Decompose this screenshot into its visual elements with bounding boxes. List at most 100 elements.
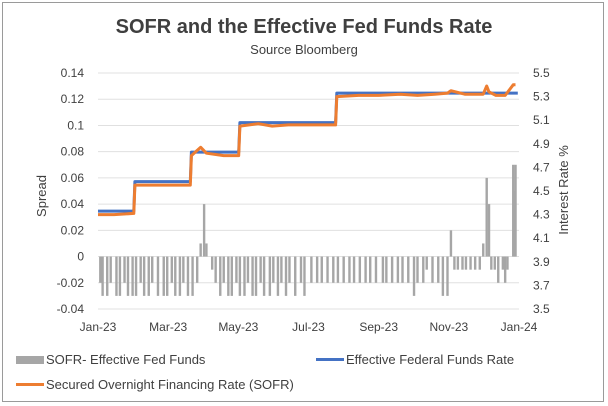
spread-bar: [156, 256, 160, 296]
spread-bar: [416, 256, 419, 283]
spread-bar: [126, 256, 130, 296]
spread-bar: [272, 256, 275, 283]
right-tick-label: 4.5: [533, 184, 550, 198]
spread-bar: [254, 256, 258, 296]
rate-lines: [98, 83, 518, 217]
right-axis-ticks: 3.5 3.7 3.9 4.1 4.3 4.5 4.7 4.9 5.1 5.3 5.5: [533, 66, 550, 316]
legend-spread: SOFR- Effective Fed Funds: [16, 352, 205, 367]
spread-bar: [396, 256, 400, 283]
spread-bar: [381, 256, 385, 283]
spread-bar: [422, 256, 425, 283]
spread-bar: [118, 256, 122, 296]
right-tick-label: 4.7: [533, 160, 550, 174]
right-tick-label: 3.5: [533, 302, 550, 316]
left-tick-label: 0: [77, 250, 84, 264]
spread-bar: [166, 256, 169, 296]
spread-bar: [280, 256, 283, 283]
spread-bar: [230, 256, 233, 296]
spread-bar: [369, 256, 372, 283]
spread-bar: [202, 204, 206, 257]
spread-bar: [332, 256, 335, 283]
spread-bar: [151, 256, 154, 283]
spread-bar: [195, 256, 199, 283]
legend-sofr: Secured Overnight Financing Rate (SOFR): [16, 377, 294, 392]
spread-bar: [503, 256, 507, 283]
spread-bar: [227, 256, 230, 296]
left-axis-label: Spread: [34, 175, 49, 217]
right-tick-label: 5.1: [533, 113, 550, 127]
spread-bar: [99, 256, 102, 283]
right-tick-label: 3.9: [533, 255, 550, 269]
spread-bar: [407, 256, 410, 283]
spread-bar: [294, 256, 297, 296]
spread-bar: [493, 256, 496, 270]
left-tick-label: 0.08: [61, 145, 85, 159]
spread-bar: [514, 164, 517, 257]
spread-bar: [364, 256, 367, 283]
spread-bar: [186, 256, 190, 296]
spread-bar: [191, 256, 194, 296]
spread-bar: [199, 243, 202, 257]
spread-bar: [449, 230, 453, 257]
spread-bar: [310, 256, 313, 283]
spread-bar: [174, 256, 177, 296]
spread-bar: [106, 256, 109, 296]
spread-bar: [109, 256, 112, 283]
legend-effr-swatch: [316, 358, 344, 361]
spread-bar: [374, 256, 378, 283]
spread-bar: [299, 256, 303, 283]
spread-bar: [469, 256, 472, 270]
spread-bar: [390, 256, 394, 283]
legend-effr: Effective Federal Funds Rate: [316, 352, 514, 367]
spread-bar: [262, 256, 266, 296]
spread-bar: [115, 256, 118, 296]
x-tick-label: Sep-23: [359, 320, 398, 334]
spread-bar: [473, 256, 477, 270]
spread-bar: [320, 256, 323, 283]
spread-bar: [482, 243, 485, 257]
spread-bar: [401, 256, 404, 283]
spread-bar: [456, 256, 460, 270]
spread-bar: [235, 256, 238, 283]
spread-bars: [99, 164, 517, 296]
legend-sofr-swatch: [16, 383, 44, 386]
gridlines: [98, 72, 519, 310]
spread-bar: [162, 256, 165, 296]
spread-bar: [210, 256, 214, 270]
spread-bar: [315, 256, 319, 283]
spread-bar: [490, 256, 493, 270]
spread-bar: [425, 256, 428, 270]
left-tick-label: 0.14: [61, 66, 85, 80]
spread-bar: [205, 243, 208, 257]
spread-bar: [142, 256, 146, 296]
x-tick-label: Jan-23: [80, 320, 117, 334]
spread-bar: [182, 256, 185, 283]
x-tick-label: Jul-23: [292, 320, 325, 334]
chart-title: SOFR and the Effective Fed Funds Rate: [115, 16, 493, 38]
left-tick-label: 0.12: [61, 92, 85, 106]
legend-spread-swatch: [16, 355, 44, 364]
spread-bar: [385, 256, 388, 283]
spread-bar: [358, 256, 362, 283]
spread-bar: [259, 256, 262, 283]
spread-bar: [246, 256, 250, 283]
spread-bar: [461, 256, 464, 270]
spread-bar: [147, 256, 150, 296]
spread-bar: [441, 256, 445, 296]
x-tick-label: Mar-23: [149, 320, 187, 334]
spread-bar: [139, 256, 142, 283]
spread-bar: [276, 256, 280, 296]
spread-bar: [342, 256, 345, 283]
spread-bar: [268, 256, 272, 296]
right-axis-label: Interest Rate %: [556, 145, 571, 235]
spread-bar: [303, 256, 306, 296]
spread-bar: [222, 256, 225, 283]
spread-bar: [101, 256, 104, 296]
chart-subtitle: Source Bloomberg: [250, 42, 358, 57]
spread-bar: [478, 256, 481, 270]
spread-bar: [238, 256, 242, 296]
left-tick-label: -0.04: [57, 302, 85, 316]
left-tick-label: 0.04: [61, 197, 85, 211]
spread-bar: [446, 256, 449, 296]
